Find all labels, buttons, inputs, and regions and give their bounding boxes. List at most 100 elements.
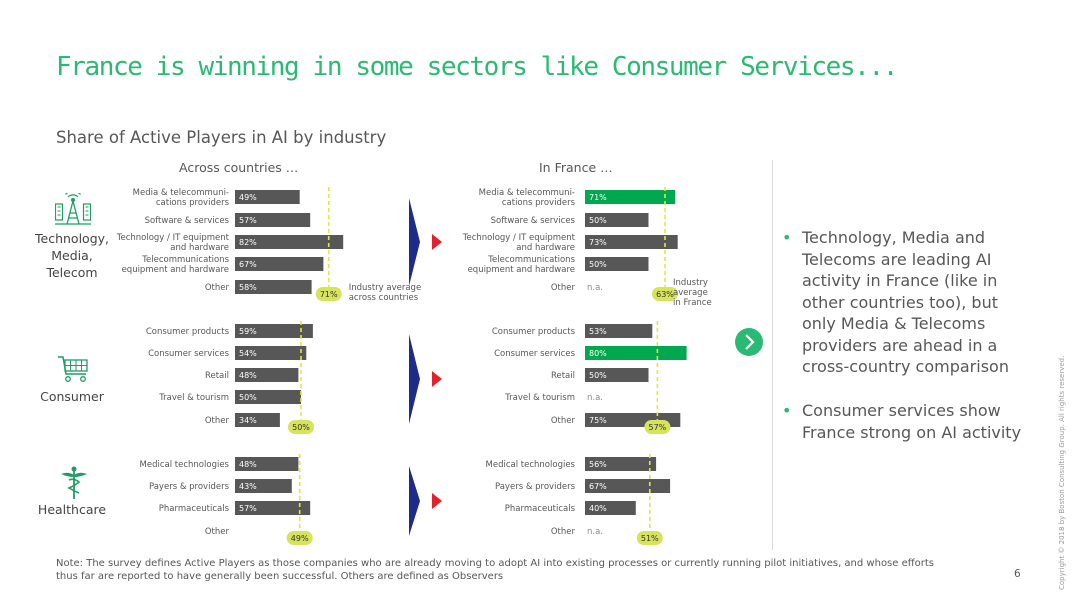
bar-category-label: Retail	[205, 371, 229, 381]
bar-value-label: 50%	[589, 216, 607, 225]
shopping-cart-icon	[58, 355, 90, 387]
flag-arrow-blue	[409, 334, 420, 424]
bar	[235, 501, 311, 515]
arrow-right-icon	[735, 328, 763, 356]
bar-value-label: 48%	[239, 371, 257, 380]
bar	[235, 368, 299, 382]
bar-value-label: 50%	[589, 371, 607, 380]
na-label: n.a.	[587, 283, 603, 293]
bar-category-label: Technology / IT equipment and hardware	[462, 233, 576, 253]
bar-category-label: Consumer services	[148, 349, 229, 359]
na-label: n.a.	[587, 393, 603, 403]
bar	[235, 413, 280, 427]
bullet-text: Technology, Media and Telecoms are leadi…	[802, 228, 1009, 376]
sector-label-tmt: Technology, Media, Telecom	[35, 231, 109, 280]
bar	[585, 346, 687, 360]
bar-category-label: Medical technologies	[486, 460, 576, 470]
bar	[585, 190, 676, 204]
average-value-label: 57%	[648, 423, 666, 432]
bar-category-label: Telecommunications equipment and hardware	[122, 255, 230, 275]
bar-value-label: 80%	[589, 349, 607, 358]
average-annotation: Industry average across countries	[349, 283, 421, 303]
bar-value-label: 40%	[589, 504, 607, 513]
bar-category-label: Payers & providers	[495, 482, 576, 492]
bar-value-label: 43%	[239, 482, 257, 491]
flag-arrow-red	[432, 371, 442, 387]
bar-category-label: Travel & tourism	[158, 393, 229, 403]
copyright-notice: Copyright © 2018 by Boston Consulting Gr…	[1058, 355, 1066, 590]
bar-category-label: Travel & tourism	[504, 393, 575, 403]
sector-label-healthcare: Healthcare	[37, 502, 107, 517]
bar-category-label: Other	[205, 416, 230, 426]
bar	[235, 190, 300, 204]
bar-category-label: Other	[551, 283, 576, 293]
bar-category-label: Software & services	[491, 216, 576, 226]
bar	[235, 390, 301, 404]
bullet-text: Consumer services show France strong on …	[802, 401, 1022, 442]
bar-value-label: 57%	[239, 504, 257, 513]
page-number: 6	[1014, 568, 1021, 580]
bar-value-label: 48%	[239, 460, 257, 469]
bar	[585, 235, 678, 249]
bullet-dot-icon: •	[782, 401, 792, 420]
average-value-label: 63%	[656, 290, 674, 299]
flag-arrow-red	[432, 234, 442, 250]
bar	[585, 479, 671, 493]
bar-category-label: Payers & providers	[149, 482, 230, 492]
bar-category-label: Retail	[551, 371, 575, 381]
section-divider	[772, 160, 773, 550]
bar-value-label: 56%	[589, 460, 607, 469]
bar-value-label: 82%	[239, 238, 257, 247]
bar-category-label: Other	[205, 283, 230, 293]
bar	[585, 501, 636, 515]
bar	[585, 457, 657, 471]
bar-category-label: Telecommunications equipment and hardware	[468, 255, 576, 275]
average-value-label: 51%	[641, 534, 659, 543]
bar-value-label: 54%	[239, 349, 257, 358]
bar-value-label: 58%	[239, 283, 257, 292]
bar-value-label: 49%	[239, 193, 257, 202]
average-badge	[288, 420, 314, 434]
bar-category-label: Consumer services	[494, 349, 575, 359]
column-header-france: In France …	[539, 160, 613, 175]
average-badge	[315, 287, 342, 301]
average-badge	[644, 420, 671, 434]
flag-arrow-blue	[409, 466, 420, 536]
bar	[235, 324, 313, 338]
bar-value-label: 71%	[589, 193, 607, 202]
average-badge	[636, 531, 663, 545]
bar	[235, 235, 344, 249]
bar-category-label: Pharmaceuticals	[159, 504, 230, 514]
average-value-label: 71%	[320, 290, 338, 299]
bar	[235, 280, 312, 294]
na-label: n.a.	[587, 527, 603, 537]
bar-category-label: Pharmaceuticals	[505, 504, 576, 514]
bar-category-label: Consumer products	[146, 327, 230, 337]
bar-value-label: 67%	[589, 482, 607, 491]
bar-value-label: 73%	[589, 238, 607, 247]
bar	[235, 479, 292, 493]
bar	[585, 368, 649, 382]
caduceus-icon	[60, 466, 88, 504]
bar-category-label: Other	[205, 527, 230, 537]
average-badge	[286, 531, 313, 545]
chart-subtitle: Share of Active Players in AI by industr…	[56, 128, 387, 147]
bar-value-label: 75%	[589, 416, 607, 425]
bullet-point: • Consumer services show France strong o…	[782, 400, 1032, 443]
bar-category-label: Media & telecommuni-cations providers	[133, 188, 230, 208]
bar-value-label: 67%	[239, 260, 257, 269]
bar	[235, 346, 307, 360]
average-value-label: 50%	[292, 423, 310, 432]
bullet-point: • Technology, Media and Telecoms are lea…	[782, 227, 1032, 378]
bar	[585, 213, 649, 227]
bar-category-label: Medical technologies	[140, 460, 230, 470]
flag-arrow-blue	[409, 198, 420, 286]
bar-category-label: Media & telecommuni-cations providers	[479, 188, 576, 208]
sector-label-consumer: Consumer	[40, 389, 104, 404]
bar-value-label: 50%	[239, 393, 257, 402]
page-title: France is winning in some sectors like C…	[56, 52, 898, 82]
bar	[235, 457, 299, 471]
bar	[235, 213, 311, 227]
bar-value-label: 59%	[239, 327, 257, 336]
